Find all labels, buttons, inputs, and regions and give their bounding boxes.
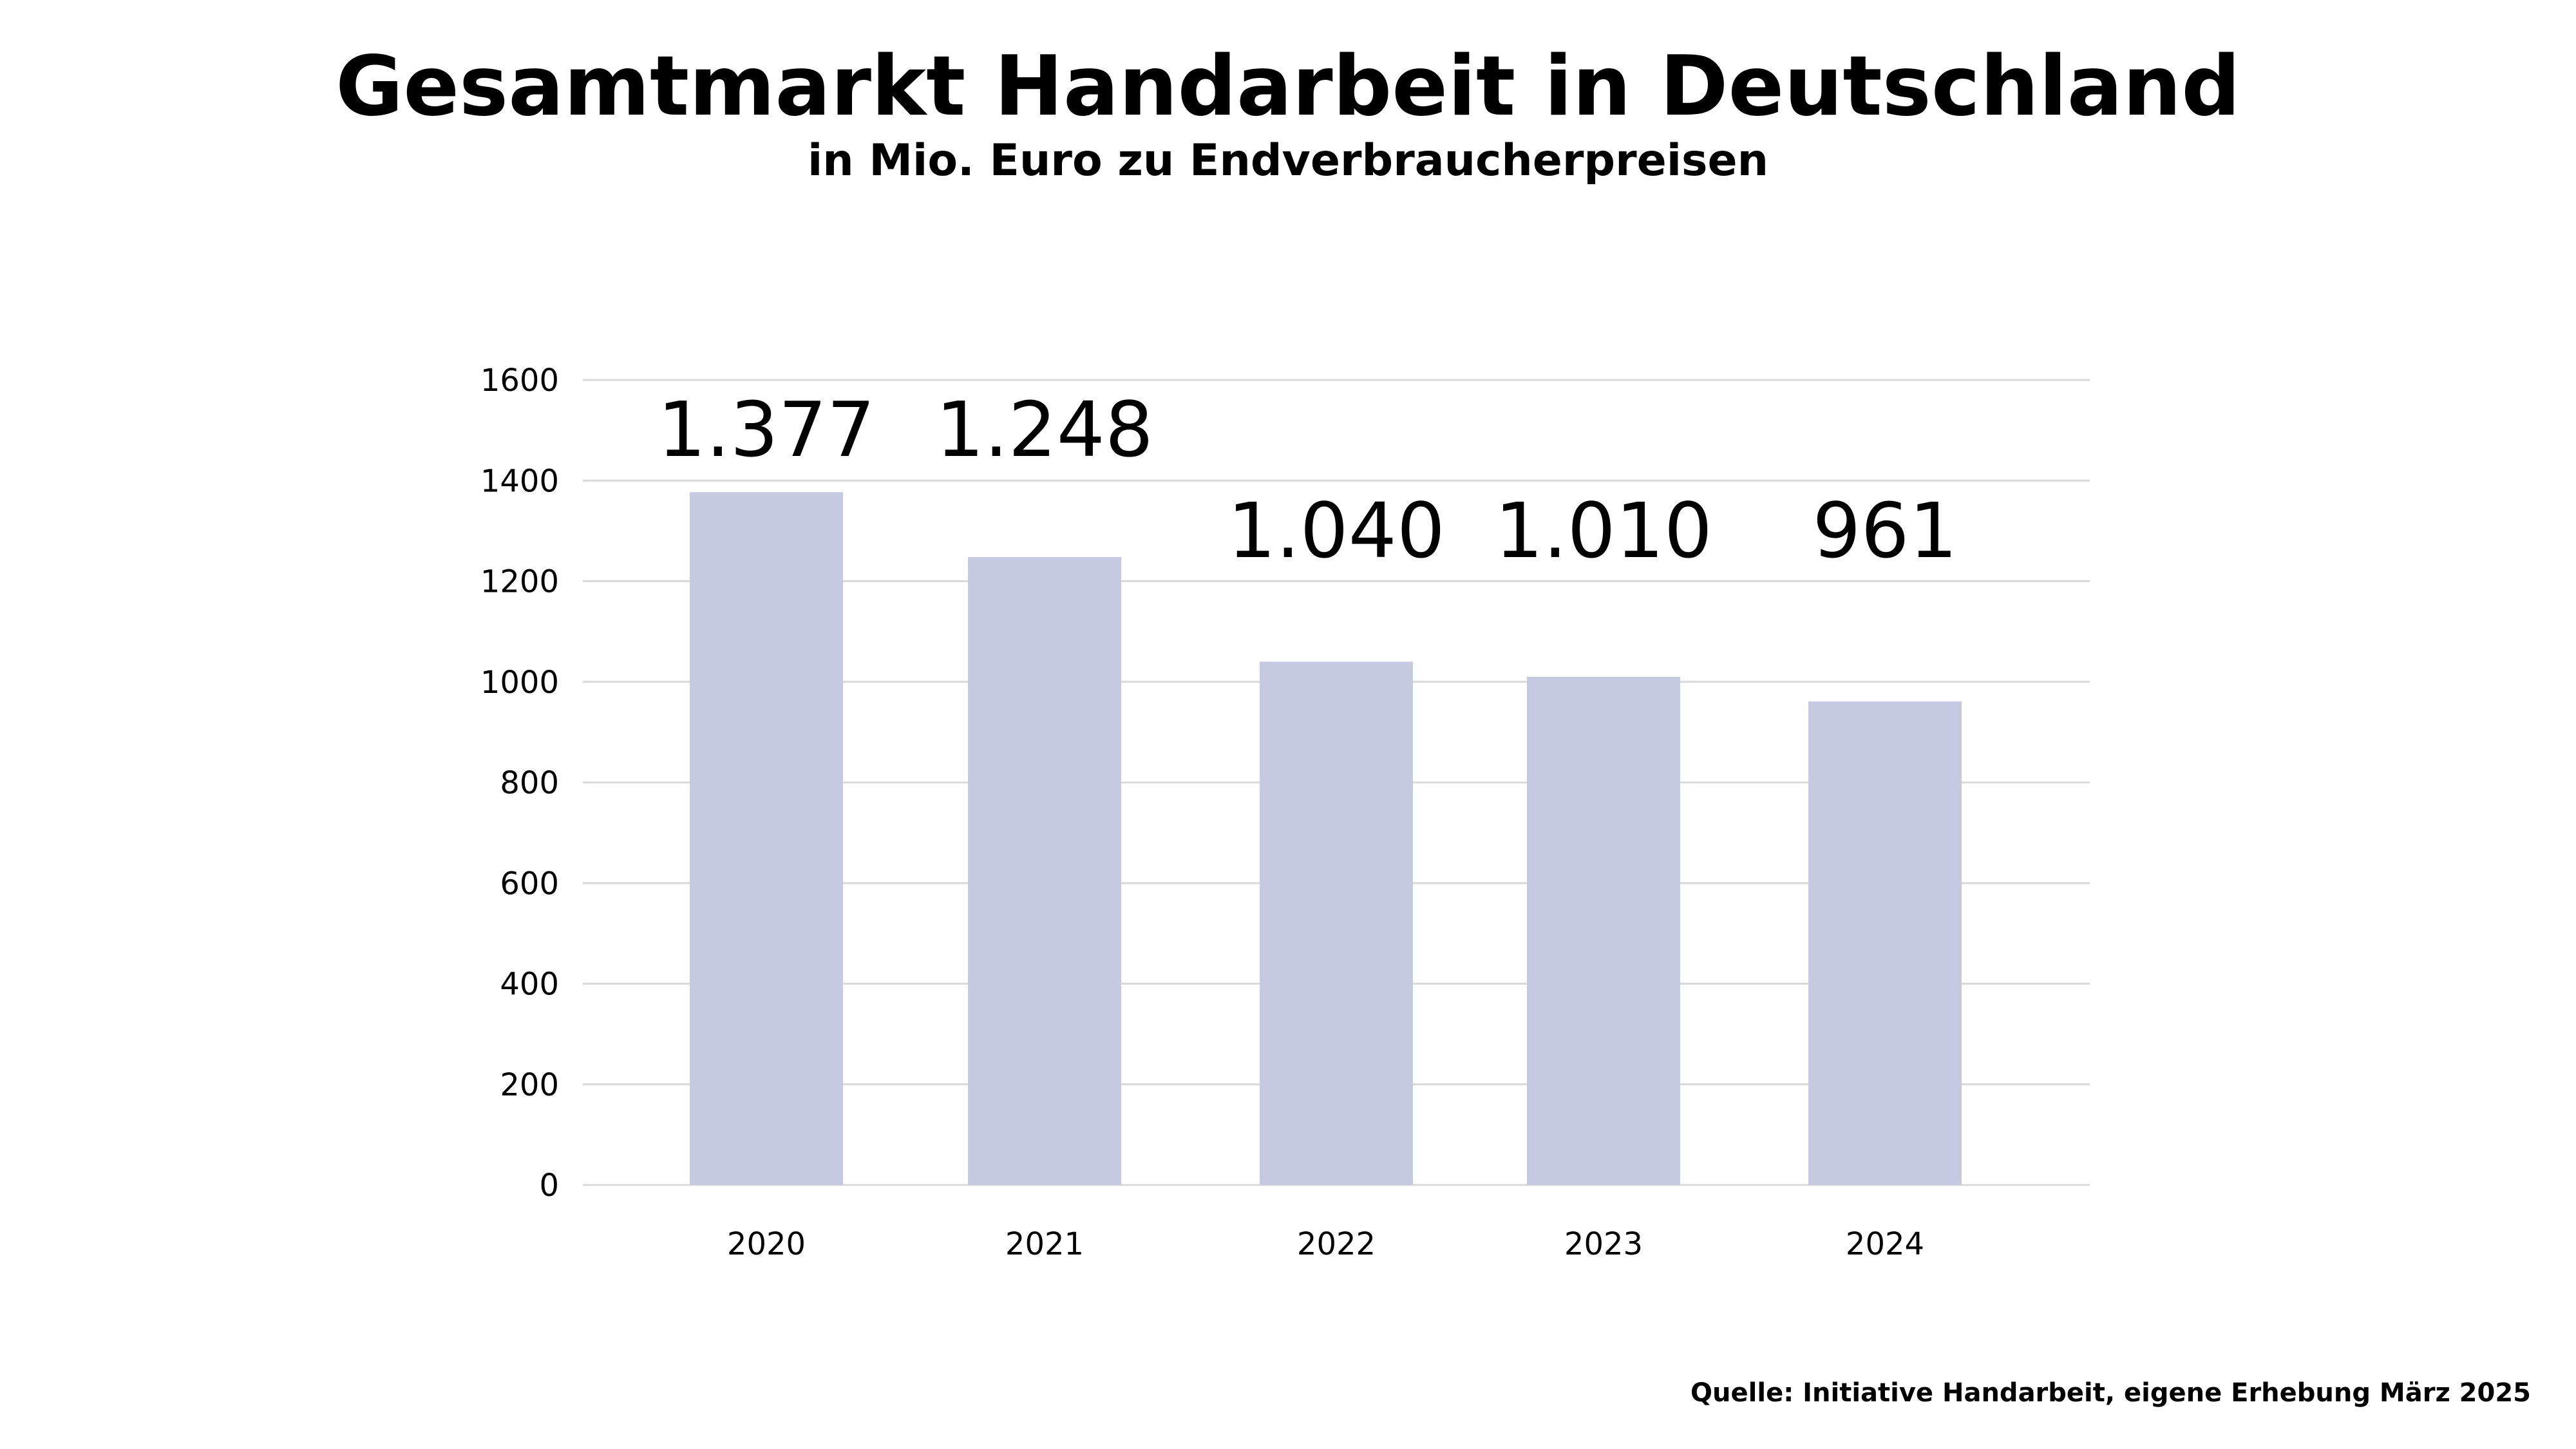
bar-value-label: 961 — [1812, 486, 1957, 575]
bar-value-label: 1.010 — [1495, 486, 1712, 575]
bar-value-labels: 1.377 1.248 1.040 1.010 961 — [658, 385, 1958, 575]
x-axis-tick-labels: 2020 2021 2022 2023 2024 — [727, 1226, 1924, 1262]
y-tick-label: 200 — [500, 1067, 559, 1103]
y-axis-tick-labels: 0 200 400 600 800 1000 1200 1400 1600 — [480, 363, 559, 1204]
y-tick-label: 1400 — [480, 463, 559, 499]
chart-title: Gesamtmarkt Handarbeit in Deutschland — [336, 39, 2240, 135]
chart-subtitle: in Mio. Euro zu Endverbraucherpreisen — [807, 135, 1769, 186]
bar — [1808, 701, 1962, 1185]
y-tick-label: 800 — [500, 765, 559, 801]
bar — [1527, 676, 1680, 1185]
y-tick-label: 0 — [539, 1168, 559, 1204]
bars — [690, 492, 1962, 1185]
x-tick-label: 2024 — [1846, 1226, 1924, 1262]
bar — [690, 492, 843, 1185]
bar-value-label: 1.040 — [1227, 486, 1445, 575]
bar — [968, 557, 1121, 1185]
y-tick-label: 1600 — [480, 363, 559, 399]
bar-value-label: 1.248 — [936, 385, 1153, 474]
y-tick-label: 400 — [500, 967, 559, 1003]
x-tick-label: 2020 — [727, 1226, 806, 1262]
source-note: Quelle: Initiative Handarbeit, eigene Er… — [1690, 1378, 2531, 1408]
y-tick-label: 600 — [500, 866, 559, 902]
bar-value-label: 1.377 — [658, 385, 875, 474]
x-tick-label: 2023 — [1564, 1226, 1643, 1262]
bar — [1260, 661, 1413, 1185]
y-tick-label: 1000 — [480, 665, 559, 701]
x-tick-label: 2021 — [1005, 1226, 1084, 1262]
x-tick-label: 2022 — [1297, 1226, 1376, 1262]
y-tick-label: 1200 — [480, 564, 559, 600]
